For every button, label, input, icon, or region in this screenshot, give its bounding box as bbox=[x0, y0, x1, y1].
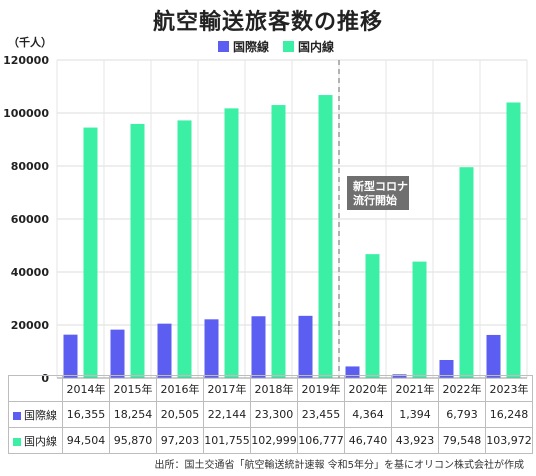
bar-international bbox=[204, 319, 219, 378]
bar-domestic bbox=[224, 108, 239, 379]
bar-domestic bbox=[506, 102, 521, 379]
chart-title: 航空輸送旅客数の推移 bbox=[152, 10, 383, 35]
data-value-cell: 23,300 bbox=[250, 401, 298, 428]
data-value-cell: 22,144 bbox=[203, 401, 251, 428]
x-tick-label: 2017年 bbox=[203, 375, 251, 402]
bar-international bbox=[110, 329, 125, 378]
bar-international bbox=[439, 359, 454, 378]
covid-annotation-text: 流行開始 bbox=[353, 193, 397, 207]
y-tick-label: 100000 bbox=[3, 107, 49, 120]
x-tick-label: 2023年 bbox=[485, 375, 533, 402]
bar-international bbox=[157, 323, 172, 378]
bar-domestic bbox=[271, 105, 286, 379]
table-row-header: 国内線 bbox=[8, 427, 63, 454]
bar-domestic bbox=[177, 120, 192, 378]
data-value-cell: 20,505 bbox=[156, 401, 204, 428]
bar-domestic bbox=[130, 123, 145, 379]
data-value-cell: 101,755 bbox=[203, 427, 251, 454]
x-tick-label: 2019年 bbox=[297, 375, 345, 402]
unit-label: （千人） bbox=[8, 36, 52, 49]
legend-label-international: 国際線 bbox=[233, 40, 270, 54]
legend: 国際線 国内線 bbox=[218, 38, 334, 55]
table-corner-cell bbox=[8, 375, 63, 402]
data-table: 2014年 2015年 2016年 2017年 2018年 2019年 2020年 2021年… bbox=[8, 375, 533, 454]
data-value-cell: 102,999 bbox=[250, 427, 298, 454]
bar-international bbox=[63, 334, 78, 378]
table-row: 国際線 16,355 18,254 20,505 22,144 23,300 23,455 4… bbox=[8, 401, 533, 428]
data-value-cell: 95,870 bbox=[109, 427, 157, 454]
row-series-label: 国際線 bbox=[24, 408, 57, 422]
data-value-cell: 46,740 bbox=[344, 427, 392, 454]
data-value-cell: 4,364 bbox=[344, 401, 392, 428]
legend-item-domestic: 国内線 bbox=[283, 38, 334, 55]
data-value-cell: 23,455 bbox=[297, 401, 345, 428]
table-header-row: 2014年 2015年 2016年 2017年 2018年 2019年 2020年 2021年… bbox=[8, 375, 533, 402]
covid-annotation-text: 新型コロナ bbox=[353, 179, 408, 193]
data-value-cell: 18,254 bbox=[109, 401, 157, 428]
data-value-cell: 16,248 bbox=[485, 401, 533, 428]
legend-swatch-domestic bbox=[283, 41, 295, 52]
x-tick-label: 2015年 bbox=[109, 375, 157, 402]
data-value-cell: 1,394 bbox=[391, 401, 439, 428]
bar-domestic bbox=[365, 254, 380, 378]
x-tick-label: 2021年 bbox=[391, 375, 439, 402]
x-tick-label: 2016年 bbox=[156, 375, 204, 402]
bar-domestic bbox=[83, 127, 98, 379]
data-value-cell: 43,923 bbox=[391, 427, 439, 454]
table-row-header: 国際線 bbox=[8, 401, 63, 428]
legend-label-domestic: 国内線 bbox=[298, 40, 335, 54]
legend-swatch-international bbox=[218, 41, 229, 52]
data-value-cell: 94,504 bbox=[62, 427, 110, 454]
data-value-cell: 106,777 bbox=[297, 427, 345, 454]
bar-international bbox=[345, 366, 360, 378]
data-value-cell: 79,548 bbox=[438, 427, 486, 454]
bar-domestic bbox=[459, 167, 474, 378]
row-swatch bbox=[13, 437, 21, 446]
bar-international bbox=[486, 334, 501, 378]
data-value-cell: 6,793 bbox=[438, 401, 486, 428]
source-note: 出所：国土交通省「航空輸送統計速報 令和5年分」を基にオリコン株式会社が作成 bbox=[154, 460, 524, 471]
y-tick-label: 20000 bbox=[11, 319, 50, 332]
legend-item-international: 国際線 bbox=[218, 38, 269, 55]
bar-international bbox=[298, 315, 313, 378]
x-tick-label: 2022年 bbox=[438, 375, 486, 402]
row-series-label: 国内線 bbox=[24, 434, 57, 448]
x-tick-label: 2018年 bbox=[250, 375, 298, 402]
bar-international bbox=[251, 316, 266, 378]
y-tick-label: 120000 bbox=[3, 54, 49, 67]
bar-domestic bbox=[318, 95, 333, 378]
table-row: 国内線 94,504 95,870 97,203 101,755 102,999 106,7… bbox=[8, 427, 533, 454]
covid-annotation-box bbox=[347, 176, 409, 210]
data-value-cell: 16,355 bbox=[62, 401, 110, 428]
x-tick-label: 2014年 bbox=[62, 375, 110, 402]
bar-domestic bbox=[412, 261, 427, 378]
y-tick-label: 40000 bbox=[11, 266, 50, 279]
y-tick-label: 80000 bbox=[11, 160, 50, 173]
y-tick-label: 60000 bbox=[11, 213, 50, 226]
row-swatch bbox=[13, 411, 21, 420]
x-tick-label: 2020年 bbox=[344, 375, 392, 402]
data-value-cell: 97,203 bbox=[156, 427, 204, 454]
data-value-cell: 103,972 bbox=[485, 427, 533, 454]
